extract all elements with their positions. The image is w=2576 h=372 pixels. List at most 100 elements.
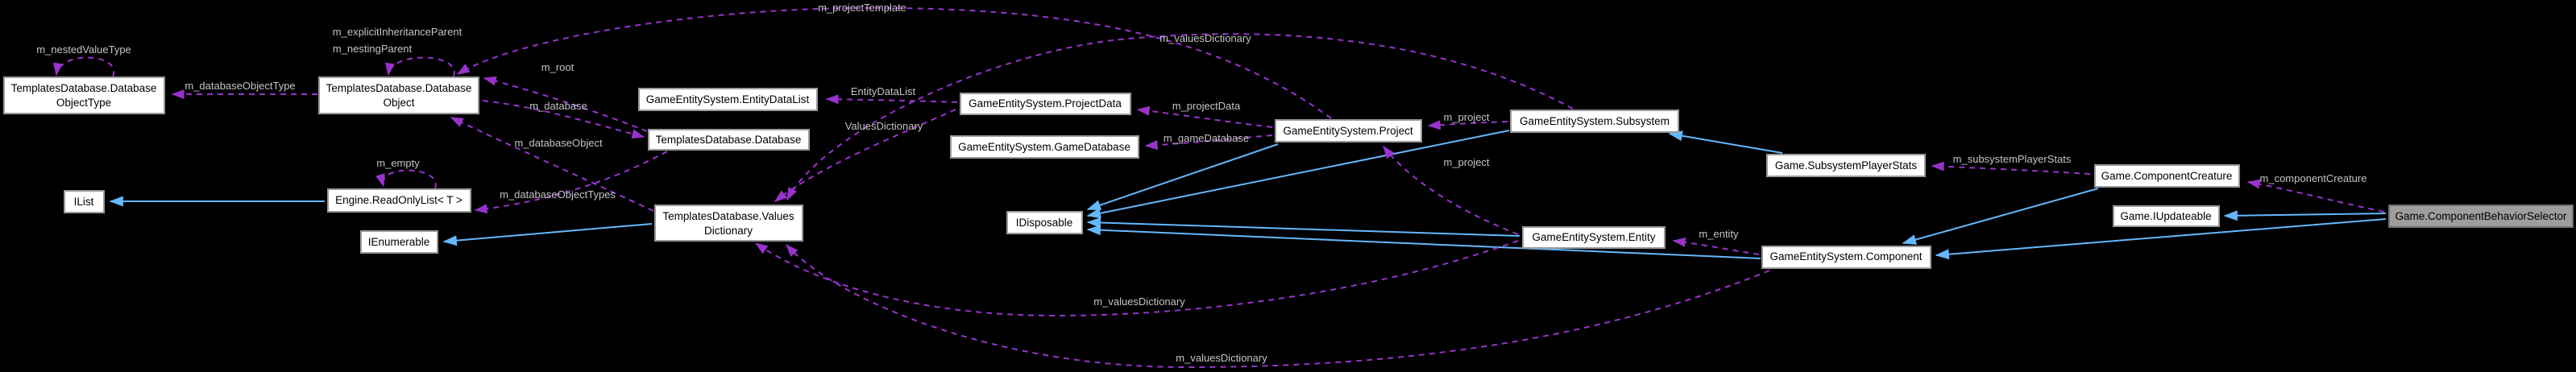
node-label: TemplatesDatabase.Database	[326, 82, 472, 94]
edge-componentcreature-to-component	[1902, 188, 2099, 245]
node-box[interactable]	[64, 190, 105, 213]
node-label: Game.ComponentCreature	[2101, 170, 2233, 182]
node-box[interactable]	[654, 205, 803, 242]
edge-labels: m_nestedValueType m_databaseObjectType m…	[36, 2, 2367, 364]
node-box[interactable]	[638, 88, 818, 111]
edge-label: m_project	[1443, 111, 1489, 123]
node-gameentitysystem-subsystem[interactable]: GameEntitySystem.Subsystem	[1510, 110, 1679, 133]
node-label: Game.IUpdateable	[2120, 210, 2211, 222]
node-box[interactable]	[950, 135, 1139, 159]
node-gameentitysystem-entity[interactable]: GameEntitySystem.Entity	[1522, 226, 1665, 249]
node-label: Dictionary	[704, 225, 753, 237]
node-label: Game.SubsystemPlayerStats	[1775, 159, 1918, 172]
node-box[interactable]	[360, 230, 438, 254]
edge-label: m_database	[529, 100, 587, 112]
edge-label: m_subsystemPlayerStats	[1953, 153, 2072, 165]
node-templatesdatabase-databaseobjecttype[interactable]: TemplatesDatabase.Database ObjectType	[3, 76, 165, 114]
node-templatesdatabase-databaseobject[interactable]: TemplatesDatabase.Database Object	[318, 76, 479, 114]
edge-project-to-idisposable	[1086, 143, 1279, 210]
node-label: TemplatesDatabase.Database	[11, 82, 157, 94]
node-gameentitysystem-gamedatabase[interactable]: GameEntitySystem.GameDatabase	[950, 135, 1139, 159]
edge-m-gamedatabase	[1144, 134, 1273, 151]
node-box[interactable]	[318, 76, 479, 114]
edge-label: m_valuesDictionary	[1159, 32, 1251, 44]
node-game-iupdateable[interactable]: Game.IUpdateable	[2113, 205, 2220, 227]
edge-component-to-idisposable	[1086, 225, 1761, 259]
edge-label: m_entity	[1699, 228, 1739, 240]
node-box[interactable]	[1761, 246, 1931, 269]
edge-m-projecttemplate	[456, 6, 1332, 119]
node-ilist[interactable]: IList	[64, 190, 105, 213]
node-label: GameEntitySystem.ProjectData	[969, 97, 1122, 110]
node-box[interactable]	[648, 129, 810, 151]
node-box[interactable]	[1522, 226, 1665, 249]
node-templatesdatabase-valuesdictionary[interactable]: TemplatesDatabase.Values Dictionary	[654, 205, 803, 242]
node-label: IDisposable	[1016, 217, 1073, 229]
node-engine-readonlylist[interactable]: Engine.ReadOnlyList< T >	[327, 188, 471, 213]
node-gameentitysystem-projectdata[interactable]: GameEntitySystem.ProjectData	[960, 93, 1131, 115]
node-ienumerable[interactable]: IEnumerable	[360, 230, 438, 254]
edge-entity-to-idisposable	[1086, 217, 1520, 237]
edge-label: m_gameDatabase	[1164, 132, 1249, 144]
edge-entitydatalist-prop	[825, 94, 958, 105]
edge-valuesdictionary-to-ienumerable	[442, 223, 653, 246]
node-label: IEnumerable	[368, 236, 430, 248]
node-gameentitysystem-entitydatalist[interactable]: GameEntitySystem.EntityDataList	[638, 88, 818, 111]
node-box[interactable]	[327, 188, 471, 213]
edge-label: m_databaseObjectType	[185, 80, 295, 92]
edge-subsystemplayerstats-to-subsystem	[1668, 130, 1783, 154]
node-box[interactable]	[3, 76, 165, 114]
node-label: ObjectType	[56, 97, 111, 109]
edge-label: ValuesDictionary	[845, 120, 923, 132]
edge-label: m_projectData	[1172, 100, 1241, 112]
node-box[interactable]	[2113, 205, 2220, 227]
node-label: GameEntitySystem.EntityDataList	[646, 93, 810, 105]
node-game-componentbehaviorselector[interactable]: Game.ComponentBehaviorSelector	[2388, 205, 2574, 228]
edge-label: EntityDataList	[851, 85, 916, 97]
node-label: GameEntitySystem.Subsystem	[1520, 115, 1670, 127]
edge-label: m_root	[541, 61, 575, 73]
node-box-selected[interactable]	[2388, 205, 2574, 228]
edge-m-databaseobjecttypes	[474, 151, 668, 214]
node-box[interactable]	[960, 93, 1131, 115]
edge-label: m_valuesDictionary	[1093, 296, 1185, 308]
edge-label: m_nestingParent	[333, 43, 413, 55]
edge-m-subsystemplayerstats	[1931, 161, 2091, 175]
edge-label: m_project	[1443, 156, 1489, 168]
node-gameentitysystem-project[interactable]: GameEntitySystem.Project	[1275, 119, 1422, 143]
edge-m-root	[483, 76, 648, 132]
usage-edges	[52, 6, 2385, 369]
edge-behaviorselector-to-iupdateable	[2223, 210, 2387, 221]
node-label: GameEntitySystem.Project	[1283, 125, 1413, 137]
node-game-componentcreature[interactable]: Game.ComponentCreature	[2094, 164, 2240, 188]
node-box[interactable]	[1006, 211, 1083, 234]
node-box[interactable]	[1275, 119, 1422, 143]
edge-subsystem-to-idisposable	[1086, 130, 1510, 219]
node-box[interactable]	[2094, 164, 2240, 188]
edge-label: m_databaseObject	[514, 137, 603, 149]
edge-label: m_projectTemplate	[818, 2, 906, 14]
node-label: Object	[383, 97, 414, 109]
nodes: TemplatesDatabase.Database ObjectType Te…	[3, 76, 2574, 269]
node-gameentitysystem-component[interactable]: GameEntitySystem.Component	[1761, 246, 1931, 269]
node-label: TemplatesDatabase.Database	[656, 134, 802, 146]
node-game-subsystemplayerstats[interactable]: Game.SubsystemPlayerStats	[1766, 154, 1926, 177]
node-idisposable[interactable]: IDisposable	[1006, 211, 1083, 234]
edge-m-entity	[1672, 237, 1760, 255]
edge-label: m_componentCreature	[2260, 172, 2367, 184]
node-label: Engine.ReadOnlyList< T >	[335, 194, 463, 206]
node-label: GameEntitySystem.Entity	[1532, 231, 1655, 243]
node-label: Game.ComponentBehaviorSelector	[2395, 210, 2567, 222]
node-templatesdatabase-database[interactable]: TemplatesDatabase.Database	[648, 129, 810, 151]
edge-self-m-empty	[375, 169, 437, 189]
node-box[interactable]	[1766, 154, 1926, 177]
edge-behaviorselector-to-component	[1935, 218, 2387, 260]
edge-label: m_databaseObjectTypes	[500, 188, 616, 200]
edge-m-valuesdictionary-component	[786, 244, 1770, 369]
node-label: TemplatesDatabase.Values	[662, 210, 794, 222]
edge-label: m_explicitInheritanceParent	[333, 26, 463, 38]
node-box[interactable]	[1510, 110, 1679, 133]
edge-label: m_nestedValueType	[36, 43, 131, 56]
